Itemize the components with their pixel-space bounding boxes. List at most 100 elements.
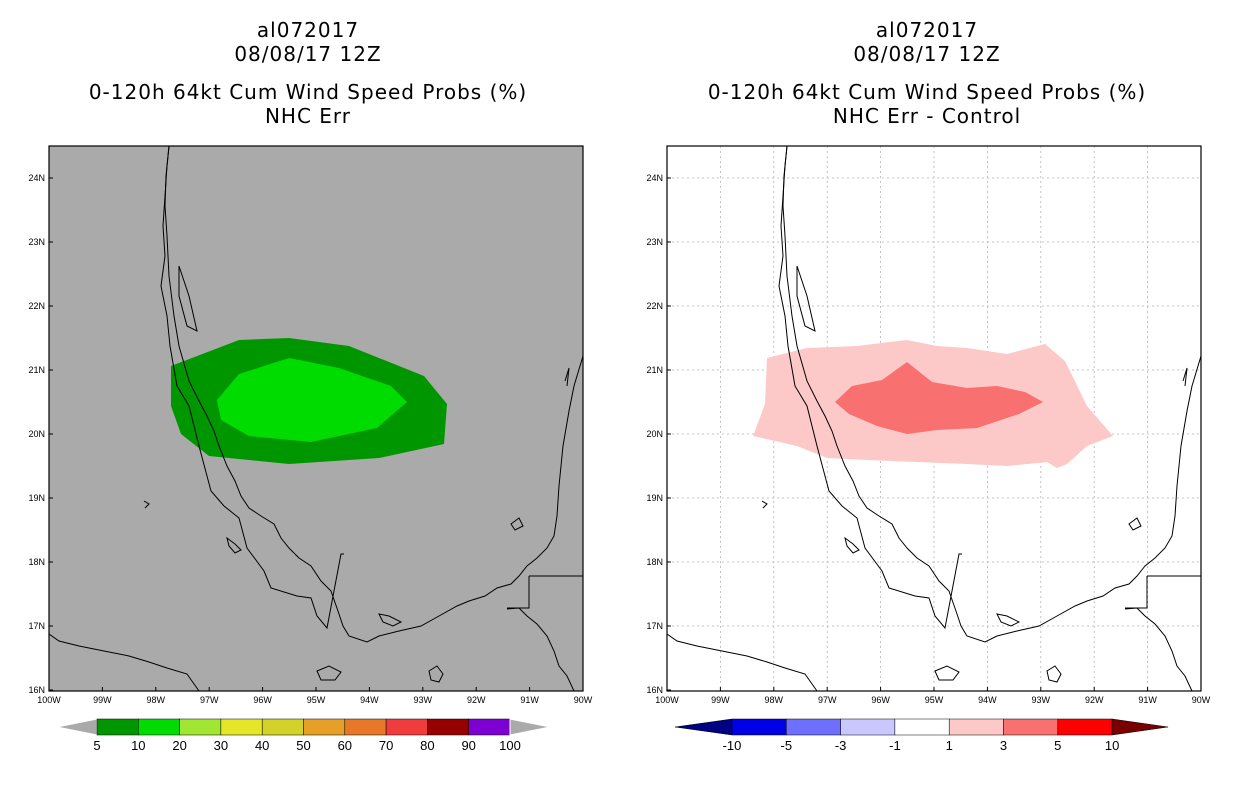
left-colorbar-label: 100 <box>499 738 521 753</box>
right-lat-label: 21N <box>646 365 663 375</box>
left-lon-label: 96W <box>253 695 272 705</box>
right-title-subtitle: NHC Err - Control <box>832 104 1022 128</box>
left-colorbar-swatch <box>261 718 304 736</box>
left-lat-label: 24N <box>28 173 45 183</box>
right-lat-label: 20N <box>646 429 663 439</box>
right-colorbar-swatch <box>840 718 896 736</box>
right-lon-label: 92W <box>1085 695 1104 705</box>
left-colorbar-label: 20 <box>172 738 186 753</box>
right-title-storm: al072017 <box>875 18 979 42</box>
left-lon-label: 92W <box>467 695 486 705</box>
right-lon-label: 96W <box>871 695 890 705</box>
left-colorbar-label: 80 <box>420 738 434 753</box>
left-title: al072017 08/08/17 12Z 0-120h 64kt Cum Wi… <box>8 18 608 128</box>
left-title-storm: al072017 <box>256 18 360 42</box>
right-lon-label: 93W <box>1032 695 1051 705</box>
right-colorbar-min-arrow <box>674 718 733 736</box>
right-colorbar-swatch <box>894 718 950 736</box>
left-lat-labels: 24N 23N 22N 21N 20N 19N 18N 17N 16N <box>28 173 53 695</box>
left-colorbar-swatch <box>468 718 511 736</box>
left-colorbar-swatch <box>303 718 346 736</box>
right-title: al072017 08/08/17 12Z 0-120h 64kt Cum Wi… <box>627 18 1227 128</box>
right-lat-label: 23N <box>646 237 663 247</box>
left-lon-label: 95W <box>307 695 326 705</box>
left-colorbar-label: 60 <box>338 738 352 753</box>
left-lon-label: 91W <box>520 695 539 705</box>
right-lon-label: 98W <box>765 695 784 705</box>
left-lon-label: 98W <box>147 695 166 705</box>
right-map <box>666 145 1202 692</box>
right-lon-label: 99W <box>711 695 730 705</box>
left-colorbar-label: 50 <box>296 738 310 753</box>
right-lon-label: 97W <box>818 695 837 705</box>
left-lon-label: 94W <box>360 695 379 705</box>
left-lon-label: 90W <box>574 695 593 705</box>
right-lon-labels: 100W 99W 98W 97W 96W 95W 94W 93W 92W 91W 90W <box>655 687 1211 705</box>
left-colorbar-label: 40 <box>255 738 269 753</box>
left-lat-label: 17N <box>28 621 45 631</box>
left-colorbar: 5 10 20 30 40 50 60 70 80 90 100 <box>56 718 551 753</box>
right-colorbar-swatch <box>731 718 787 736</box>
left-colorbar-swatch <box>385 718 428 736</box>
right-colorbar: -10 -5 -3 -1 1 3 5 10 <box>674 718 1169 753</box>
right-lon-label: 90W <box>1192 695 1211 705</box>
left-lon-label: 100W <box>37 695 61 705</box>
left-lat-label: 18N <box>28 557 45 567</box>
left-colorbar-label: 30 <box>214 738 228 753</box>
left-title-product: 0-120h 64kt Cum Wind Speed Probs (%) <box>88 80 528 104</box>
left-title-date: 08/08/17 12Z <box>234 42 382 66</box>
left-lat-label: 23N <box>28 237 45 247</box>
left-colorbar-label: 90 <box>461 738 475 753</box>
right-lat-labels: 24N 23N 22N 21N 20N 19N 18N 17N 16N <box>646 173 671 695</box>
left-lon-label: 97W <box>200 695 219 705</box>
left-colorbar-swatch <box>179 718 222 736</box>
left-colorbar-label: 10 <box>131 738 145 753</box>
right-diff-contour-dark <box>835 362 1043 434</box>
left-map <box>48 145 584 692</box>
right-colorbar-label: -5 <box>781 738 793 753</box>
right-lon-label: 94W <box>978 695 997 705</box>
right-colorbar-label: -3 <box>835 738 847 753</box>
left-lon-label: 93W <box>414 695 433 705</box>
left-prob-contour-inner <box>217 358 407 442</box>
left-lat-label: 19N <box>28 493 45 503</box>
left-colorbar-swatch <box>427 718 469 736</box>
right-lat-label: 16N <box>646 685 663 695</box>
left-lon-label: 99W <box>93 695 112 705</box>
left-colorbar-max-arrow <box>509 718 551 736</box>
right-colorbar-max-arrow <box>1111 718 1169 736</box>
right-lon-label: 100W <box>655 695 679 705</box>
left-lat-label: 21N <box>28 365 45 375</box>
left-colorbar-swatch <box>344 718 387 736</box>
right-lat-label: 22N <box>646 301 663 311</box>
left-colorbar-swatch <box>96 718 139 736</box>
right-lat-label: 18N <box>646 557 663 567</box>
right-colorbar-label: 10 <box>1105 738 1119 753</box>
right-title-product: 0-120h 64kt Cum Wind Speed Probs (%) <box>707 80 1147 104</box>
left-colorbar-label: 5 <box>93 738 100 753</box>
right-lat-label: 17N <box>646 621 663 631</box>
right-title-date: 08/08/17 12Z <box>853 42 1001 66</box>
right-colorbar-swatch <box>1003 718 1059 736</box>
right-lat-label: 19N <box>646 493 663 503</box>
right-colorbar-label: 1 <box>946 738 953 753</box>
right-map-gridlines <box>667 146 1201 691</box>
left-colorbar-swatch <box>220 718 263 736</box>
left-lon-labels: 100W 99W 98W 97W 96W 95W 94W 93W 92W 91W 90W <box>37 687 593 705</box>
right-colorbar-swatch <box>786 718 841 736</box>
right-colorbar-swatch <box>948 718 1004 736</box>
right-lon-label: 91W <box>1138 695 1157 705</box>
left-colorbar-swatch <box>138 718 180 736</box>
right-colorbar-label: 3 <box>1000 738 1007 753</box>
left-colorbar-label: 70 <box>379 738 393 753</box>
right-colorbar-label: 5 <box>1054 738 1061 753</box>
left-colorbar-min-arrow <box>56 718 98 736</box>
right-colorbar-label: -10 <box>723 738 742 753</box>
right-lon-label: 95W <box>925 695 944 705</box>
left-lat-label: 16N <box>28 685 45 695</box>
left-title-subtitle: NHC Err <box>264 104 352 128</box>
right-colorbar-label: -1 <box>889 738 901 753</box>
left-lat-label: 22N <box>28 301 45 311</box>
right-colorbar-swatch <box>1057 718 1113 736</box>
